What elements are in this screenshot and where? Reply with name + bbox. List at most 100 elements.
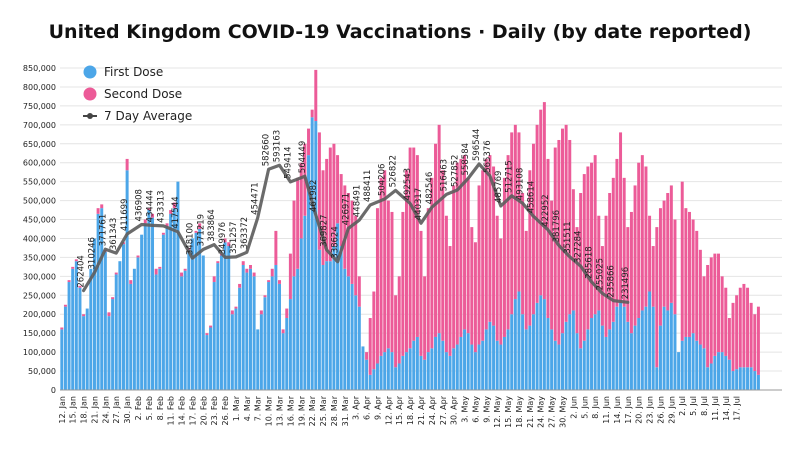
second-dose-bar: [539, 109, 543, 296]
second-dose-bar: [419, 230, 423, 356]
second-dose-bar: [466, 177, 470, 334]
first-dose-bar: [513, 299, 517, 390]
second-dose-bar: [336, 155, 340, 224]
x-tick-label: 26. Feb: [221, 396, 230, 425]
first-dose-bar: [60, 329, 64, 390]
second-dose-bar: [553, 147, 557, 341]
average-value-label: 327284: [574, 231, 584, 263]
second-dose-bar: [473, 242, 477, 353]
second-dose-bar: [343, 185, 347, 269]
second-dose-bar: [60, 327, 64, 330]
y-axis: 0 50,000 100,000 150,000 200,000 250,000 300,0…: [23, 64, 56, 395]
second-dose-bar: [452, 185, 456, 349]
x-tick-label: 24. Apr: [428, 395, 437, 425]
second-dose-bar: [691, 219, 695, 334]
x-tick-label: 17. Feb: [188, 396, 197, 425]
second-dose-bar: [484, 158, 488, 330]
second-dose-bar: [401, 211, 405, 356]
first-dose-bar: [205, 335, 209, 390]
second-dose-bar: [669, 185, 673, 303]
second-dose-bar: [183, 268, 187, 271]
second-dose-bar: [477, 185, 481, 345]
second-dose-bar: [517, 132, 521, 292]
second-dose-bar: [379, 177, 383, 356]
first-dose-bar: [488, 321, 492, 390]
average-value-label: 458614: [527, 181, 537, 213]
average-value-label: 582660: [262, 134, 272, 166]
x-tick-label: 17. Jul: [733, 396, 742, 421]
second-dose-bar: [615, 158, 619, 307]
second-dose-bar: [161, 232, 165, 235]
second-dose-bar: [655, 227, 659, 368]
first-dose-bar: [717, 352, 720, 390]
second-dose-bar: [194, 230, 198, 233]
first-dose-bar: [183, 270, 187, 390]
second-dose-bar: [749, 302, 753, 368]
first-dose-bar: [194, 232, 198, 390]
first-dose-bar: [125, 170, 129, 390]
second-dose-bar: [735, 295, 739, 370]
first-dose-bar: [434, 336, 438, 390]
first-dose-bar: [299, 238, 303, 390]
first-dose-bar: [666, 310, 670, 390]
x-tick-label: 8. Feb: [156, 396, 165, 420]
average-value-label: 371219: [196, 214, 206, 246]
first-dose-bar: [444, 352, 448, 390]
x-tick-label: 20. Jun: [635, 396, 644, 424]
first-dose-bar: [702, 348, 706, 390]
x-tick-label: 20. Feb: [199, 396, 208, 425]
x-tick-label: 30. Apr: [450, 395, 459, 425]
second-dose-bar: [593, 155, 597, 315]
average-value-label: 488411: [363, 170, 373, 202]
average-value-label: 526822: [389, 155, 399, 187]
first-dose-bar: [317, 249, 321, 390]
x-tick-label: 15. May: [504, 396, 513, 428]
second-dose-bar: [408, 147, 412, 349]
x-tick-label: 26. Jun: [657, 396, 666, 424]
second-dose-bar: [481, 170, 485, 341]
first-dose-bar: [564, 321, 568, 390]
x-tick-label: 8. Jul: [700, 396, 709, 416]
x-tick-label: 11. Jul: [711, 396, 720, 421]
second-dose-bar: [169, 210, 173, 214]
first-dose-bar: [582, 340, 586, 390]
x-tick-label: 14. Jun: [613, 396, 622, 424]
y-tick-label: 200,000: [23, 310, 56, 319]
second-dose-bar: [666, 193, 670, 311]
y-tick-label: 500,000: [23, 197, 56, 206]
second-dose-bar: [299, 162, 303, 239]
first-dose-bar: [292, 276, 296, 390]
second-dose-bar: [412, 147, 416, 341]
second-dose-bar: [270, 268, 274, 277]
second-dose-bar: [259, 310, 263, 315]
x-tick-label: 18. Jan: [80, 396, 89, 424]
first-dose-bar: [267, 282, 271, 390]
first-dose-bar: [63, 306, 67, 390]
second-dose-bar: [629, 211, 633, 334]
first-dose-bar: [535, 302, 539, 390]
x-tick-label: 24. May: [537, 396, 546, 428]
second-dose-bar: [415, 155, 419, 337]
first-dose-bar: [314, 121, 318, 390]
average-value-label: 436908: [135, 189, 145, 221]
chart-title: United Kingdom COVID-19 Vaccinations · D…: [49, 21, 752, 43]
first-dose-bar: [259, 314, 263, 390]
x-tick-label: 31. Mar: [341, 395, 350, 426]
second-dose-bar: [292, 200, 296, 277]
x-tick-label: 2. Feb: [134, 396, 143, 420]
first-dose-bar: [379, 355, 383, 390]
first-dose-bar: [415, 336, 419, 390]
legend: First Dose Second Dose 7 Day Average: [83, 65, 192, 123]
first-dose-bar: [419, 355, 423, 390]
x-tick-label: 19. Mar: [297, 395, 306, 426]
first-dose-bar: [368, 374, 372, 390]
x-tick-label: 3. May: [461, 396, 470, 423]
first-dose-bar: [325, 261, 329, 390]
first-dose-bar: [510, 314, 514, 390]
second-dose-bar: [278, 280, 281, 284]
first-dose-bar: [455, 344, 459, 390]
first-dose-bar: [339, 246, 343, 390]
first-dose-bar: [343, 268, 347, 390]
first-dose-bar: [158, 268, 162, 390]
